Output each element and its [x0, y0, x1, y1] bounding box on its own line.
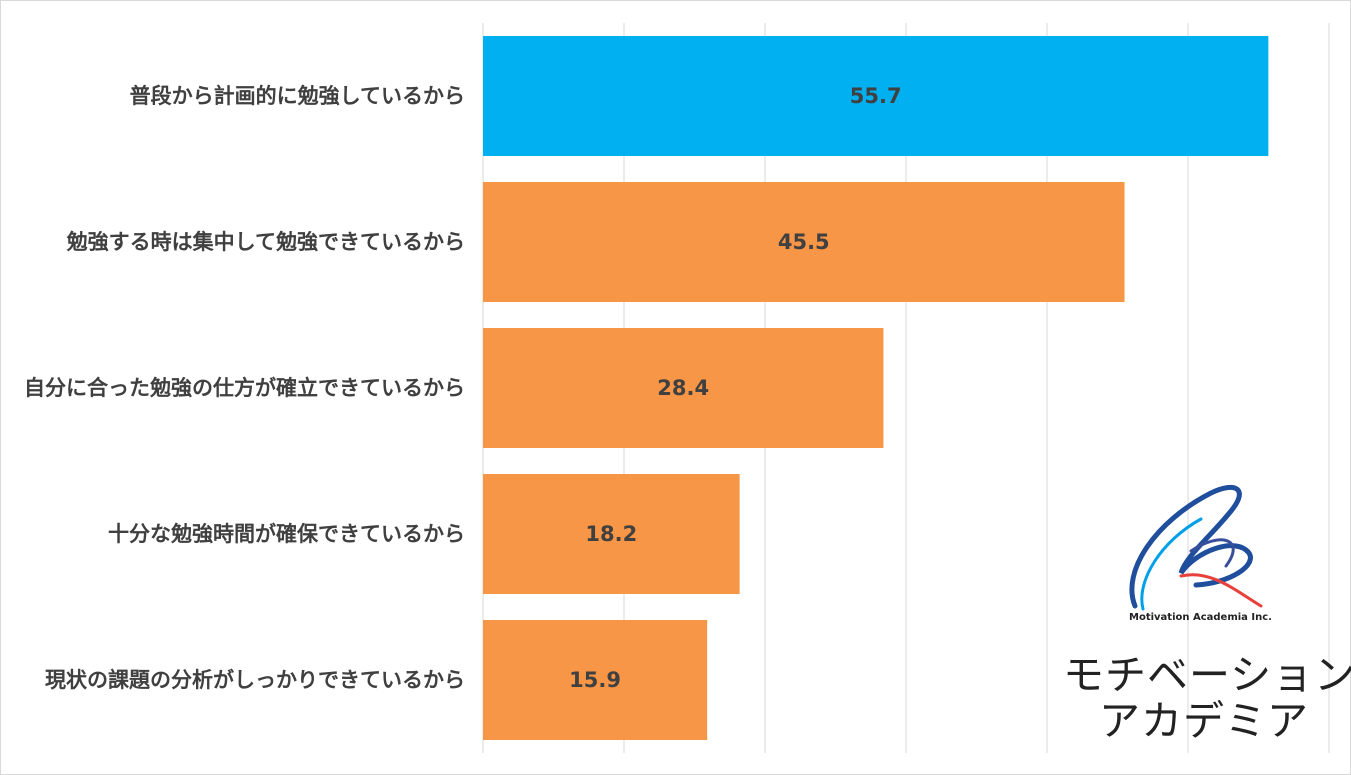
company-logo: Motivation Academia Inc. モチベーション アカデミア — [1061, 481, 1351, 745]
category-label: 自分に合った勉強の仕方が確立できているから — [24, 376, 465, 400]
logo-company-en: Motivation Academia Inc. — [1129, 612, 1272, 623]
category-label: 現状の課題の分析がしっかりできているから — [45, 668, 465, 692]
bar-value-label: 15.9 — [569, 668, 621, 692]
bar — [483, 328, 884, 448]
category-label: 普段から計画的に勉強しているから — [130, 84, 465, 108]
bar — [483, 36, 1269, 156]
bar-value-label: 55.7 — [850, 84, 902, 108]
category-label: 十分な勉強時間が確保できているから — [108, 522, 465, 546]
bar-value-label: 28.4 — [657, 376, 709, 400]
logo-swirl-icon — [1129, 484, 1263, 611]
bar — [483, 474, 740, 594]
logo-name-line1: モチベーション — [1063, 651, 1351, 699]
bar-value-label: 18.2 — [585, 522, 637, 546]
logo-name-line2: アカデミア — [1099, 697, 1309, 745]
bar — [483, 182, 1125, 302]
bar — [483, 620, 708, 740]
bar-value-label: 45.5 — [778, 230, 830, 254]
category-label: 勉強する時は集中して勉強できているから — [66, 230, 465, 254]
